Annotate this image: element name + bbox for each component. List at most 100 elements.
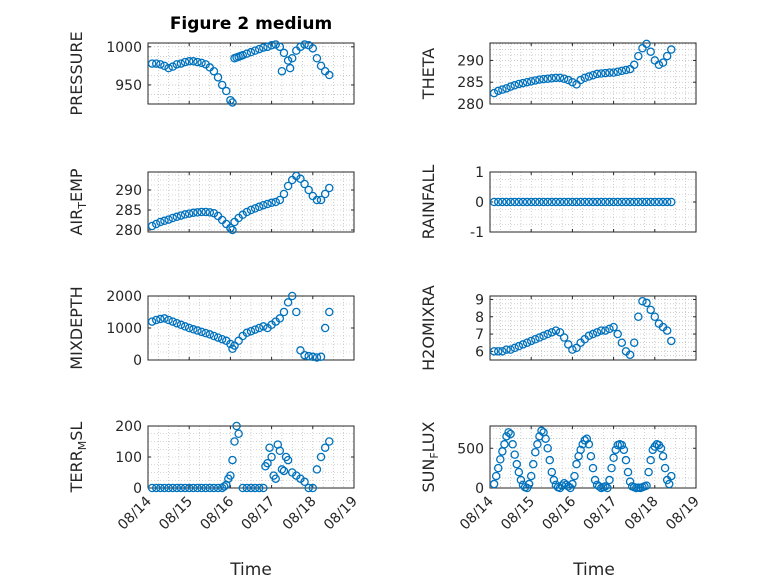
y-tick-label: 290 — [457, 53, 484, 69]
figure-title: Figure 2 medium — [170, 14, 332, 34]
data-point — [667, 197, 676, 207]
data-point — [172, 318, 182, 328]
data-point — [300, 350, 309, 360]
data-point — [582, 434, 592, 443]
data-point — [568, 197, 577, 207]
x-tick-label: 08/14 — [115, 493, 155, 533]
data-point — [230, 437, 239, 446]
subplot-1: 950 1000 PRESSURE — [67, 31, 355, 116]
data-point — [325, 437, 334, 446]
data-point — [516, 475, 526, 485]
data-point — [607, 463, 616, 473]
data-point — [246, 205, 256, 215]
y-tick-label: 0 — [133, 481, 142, 497]
data-point — [506, 429, 515, 439]
x-tick-label: 08/17 — [581, 494, 621, 534]
data-point — [580, 197, 590, 207]
data-point — [531, 76, 540, 85]
data-point — [625, 197, 635, 207]
data-point — [242, 328, 252, 338]
data-point — [559, 197, 569, 207]
data-point — [500, 440, 509, 449]
data-point — [193, 483, 202, 493]
y-tick-label: 9 — [475, 292, 484, 308]
data-point — [242, 207, 252, 217]
data-point — [660, 463, 670, 473]
data-point — [316, 61, 326, 71]
data-point — [568, 479, 577, 489]
data-point — [656, 444, 666, 453]
data-point — [555, 73, 565, 83]
data-point — [522, 338, 532, 347]
data-point — [547, 74, 557, 83]
data-point — [209, 331, 219, 341]
data-point — [180, 483, 190, 493]
data-point — [250, 325, 260, 334]
data-point — [254, 202, 264, 212]
data-point — [619, 445, 629, 455]
data-point — [658, 197, 668, 207]
data-point — [325, 183, 334, 193]
data-point — [197, 483, 206, 493]
data-point — [662, 197, 672, 207]
data-point — [506, 345, 515, 354]
data-point — [555, 328, 565, 337]
data-point — [197, 327, 206, 337]
data-point — [160, 314, 169, 323]
data-point — [160, 61, 169, 71]
data-point — [584, 331, 594, 341]
data-point — [168, 62, 177, 71]
data-point — [629, 338, 639, 347]
y-axis-label: THETA — [419, 48, 438, 100]
subplot-2: 280 285 290 THETA — [419, 39, 697, 113]
data-point — [300, 477, 309, 487]
y-axis-label: AIRTEMP — [67, 168, 89, 235]
data-point — [605, 324, 614, 334]
data-point — [584, 197, 594, 207]
y-tick-label: 0 — [475, 481, 484, 497]
data-point — [654, 197, 664, 207]
data-point — [617, 197, 627, 207]
data-point — [667, 45, 676, 54]
data-point — [267, 452, 276, 462]
data-point — [623, 467, 633, 477]
data-point — [189, 483, 198, 493]
data-point — [642, 39, 651, 49]
data-point — [625, 477, 635, 486]
data-point — [559, 333, 569, 342]
data-point — [275, 446, 285, 456]
data-point — [625, 350, 635, 360]
data-point — [283, 298, 293, 307]
data-point — [189, 57, 198, 66]
data-point — [279, 48, 289, 58]
data-point — [285, 63, 295, 73]
data-point — [176, 483, 186, 493]
y-tick-label: 500 — [457, 441, 484, 457]
data-point — [557, 481, 567, 490]
y-tick-label: -1 — [470, 225, 484, 241]
data-point — [634, 197, 643, 207]
data-point — [522, 77, 532, 87]
data-point — [312, 195, 322, 205]
data-point — [320, 443, 330, 452]
data-point — [259, 200, 268, 210]
data-point — [584, 440, 594, 449]
data-point — [176, 59, 186, 68]
data-point — [526, 336, 536, 346]
data-point — [209, 66, 219, 76]
data-point — [642, 197, 651, 207]
data-point — [316, 195, 326, 205]
data-point — [621, 455, 631, 465]
data-point — [646, 305, 655, 315]
x-tick-label: 08/14 — [457, 493, 497, 533]
data-point — [164, 315, 173, 325]
data-point — [205, 483, 215, 493]
data-point — [213, 483, 223, 493]
data-point — [605, 475, 614, 485]
data-point — [609, 322, 618, 332]
data-point — [242, 49, 252, 58]
data-point — [226, 95, 235, 105]
data-point — [259, 483, 268, 493]
data-point — [646, 197, 655, 207]
